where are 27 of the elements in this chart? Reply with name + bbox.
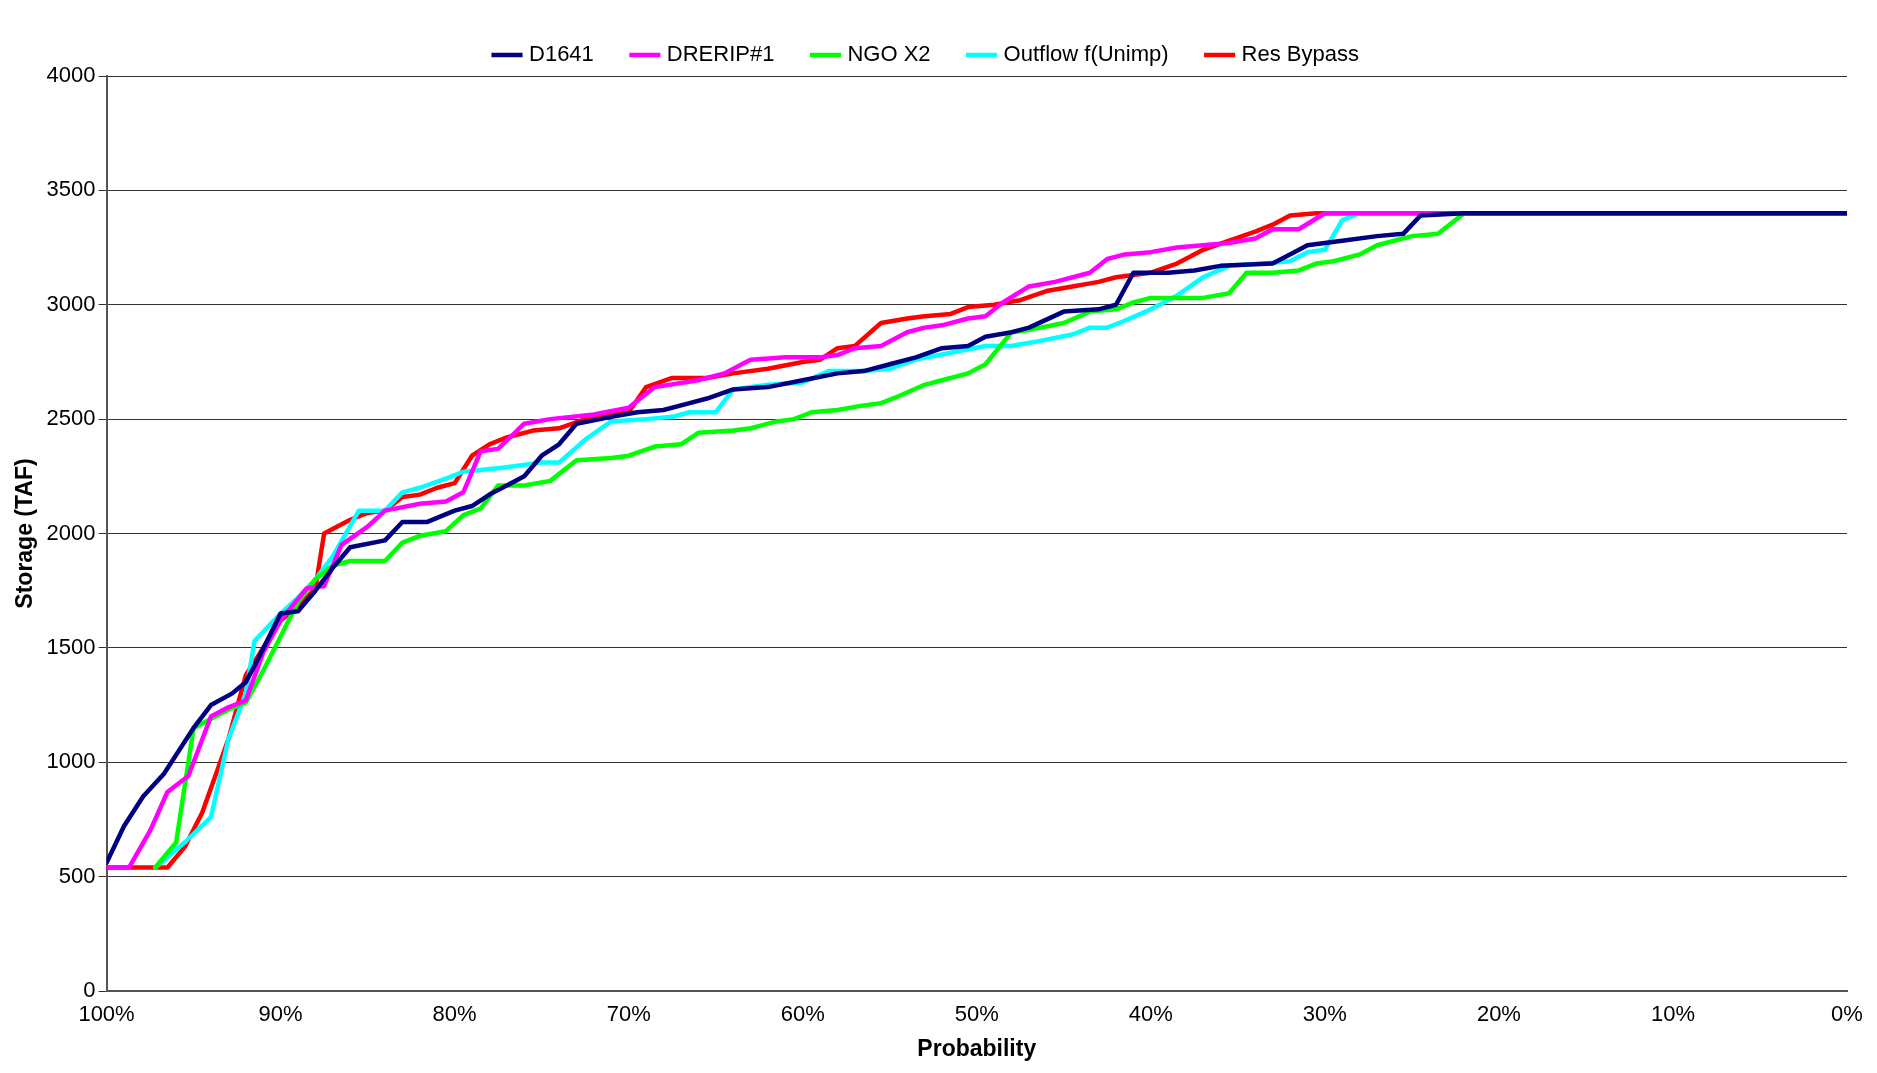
legend-label: NGO X2: [847, 41, 931, 67]
y-tick-label: 2500: [46, 405, 96, 431]
x-tick-label: 60%: [780, 1001, 825, 1027]
x-tick-label: 50%: [954, 1001, 999, 1027]
y-tick-label: 500: [58, 862, 96, 888]
y-tick-label: 0: [83, 977, 96, 1003]
x-tick-label: 0%: [1831, 1001, 1863, 1027]
y-tick-label: 3000: [46, 290, 96, 316]
y-tick-label: 3500: [46, 176, 96, 202]
y-axis-title: Storage (TAF): [11, 458, 38, 609]
x-tick-label: 90%: [258, 1001, 303, 1027]
x-tick-label: 10%: [1650, 1001, 1695, 1027]
x-tick-label: 100%: [78, 1001, 135, 1027]
x-tick-label: 20%: [1476, 1001, 1521, 1027]
legend-label: D1641: [529, 41, 594, 67]
x-tick-label: 80%: [432, 1001, 477, 1027]
legend-label: Outflow f(Unimp): [1003, 41, 1169, 67]
y-tick-label: 1500: [46, 633, 96, 659]
x-tick-label: 70%: [606, 1001, 651, 1027]
x-tick-label: 30%: [1302, 1001, 1347, 1027]
y-tick-label: 4000: [46, 62, 96, 88]
y-tick-label: 1000: [46, 748, 96, 774]
legend-label: DRERIP#1: [666, 41, 775, 67]
legend-label: Res Bypass: [1241, 41, 1359, 67]
x-tick-label: 40%: [1128, 1001, 1173, 1027]
y-tick-label: 2000: [46, 519, 96, 545]
x-axis-title: Probability: [917, 1034, 1037, 1061]
